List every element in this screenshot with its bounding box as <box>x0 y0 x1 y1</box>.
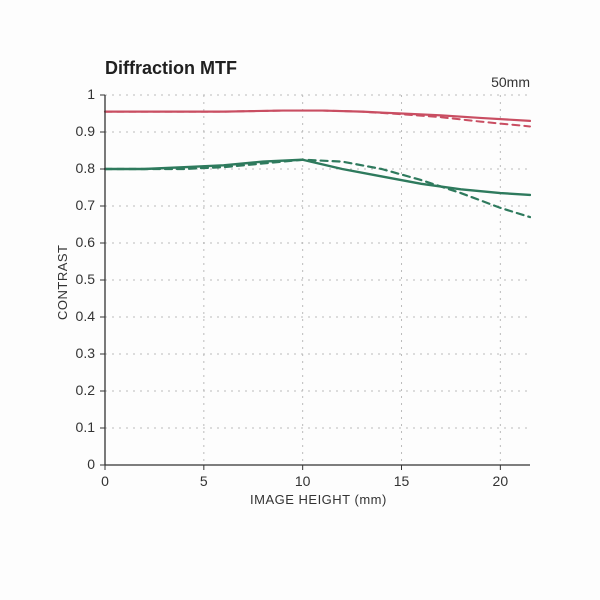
y-tick-label: 0.6 <box>76 234 95 250</box>
y-tick-label: 0.7 <box>76 197 95 213</box>
y-tick-label: 0 <box>87 456 95 472</box>
y-tick-label: 1 <box>87 86 95 102</box>
chart-container: Diffraction MTF 50mm CONTRAST IMAGE HEIG… <box>0 0 600 600</box>
y-tick-label: 0.4 <box>76 308 95 324</box>
chart-subtitle: 50mm <box>491 74 530 90</box>
y-tick-label: 0.8 <box>76 160 95 176</box>
x-axis-label: IMAGE HEIGHT (mm) <box>250 492 387 507</box>
x-tick-label: 15 <box>392 473 412 489</box>
y-tick-label: 0.5 <box>76 271 95 287</box>
y-tick-label: 0.2 <box>76 382 95 398</box>
series-green-dashed <box>105 160 530 217</box>
y-axis-label: CONTRAST <box>55 245 70 321</box>
x-tick-label: 5 <box>194 473 214 489</box>
series-green-solid <box>105 160 530 195</box>
chart-title: Diffraction MTF <box>105 58 237 79</box>
series-red-dashed <box>105 111 530 127</box>
plot-area <box>99 94 531 471</box>
x-tick-label: 10 <box>293 473 313 489</box>
y-tick-label: 0.3 <box>76 345 95 361</box>
y-tick-label: 0.9 <box>76 123 95 139</box>
x-tick-label: 20 <box>490 473 510 489</box>
y-tick-label: 0.1 <box>76 419 95 435</box>
x-tick-label: 0 <box>95 473 115 489</box>
